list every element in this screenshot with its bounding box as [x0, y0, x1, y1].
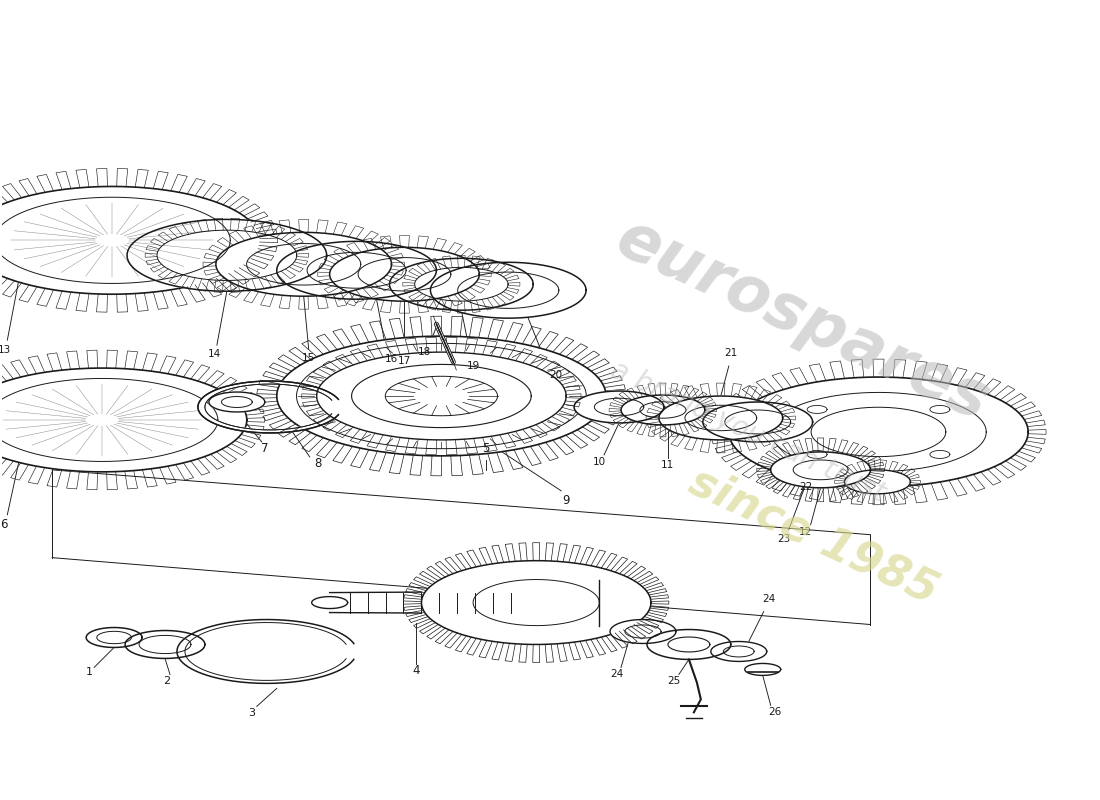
- Text: 24: 24: [610, 670, 624, 679]
- Polygon shape: [0, 186, 260, 294]
- Text: 11: 11: [661, 460, 674, 470]
- Text: 5: 5: [483, 442, 490, 455]
- Text: 20: 20: [550, 370, 563, 380]
- Text: 26: 26: [768, 707, 781, 718]
- Polygon shape: [86, 627, 142, 647]
- Polygon shape: [125, 630, 205, 658]
- Polygon shape: [128, 219, 327, 291]
- Text: 2: 2: [164, 676, 170, 686]
- Text: 24: 24: [762, 594, 776, 603]
- Text: 17: 17: [398, 356, 411, 366]
- Polygon shape: [209, 392, 265, 412]
- Text: 14: 14: [208, 349, 221, 359]
- Polygon shape: [703, 402, 813, 442]
- Text: 18: 18: [418, 347, 431, 357]
- Text: 19: 19: [466, 361, 480, 371]
- Polygon shape: [177, 619, 354, 683]
- Text: 7: 7: [261, 442, 268, 455]
- Text: 15: 15: [302, 353, 316, 363]
- Text: 23: 23: [777, 534, 790, 544]
- Text: 9: 9: [562, 494, 570, 506]
- Text: eurospares: eurospares: [607, 206, 999, 434]
- Polygon shape: [311, 597, 348, 609]
- Text: 22: 22: [799, 482, 812, 492]
- Text: since 1985: since 1985: [683, 459, 945, 613]
- Text: 21: 21: [724, 348, 737, 358]
- Polygon shape: [317, 352, 566, 440]
- Polygon shape: [621, 395, 705, 425]
- Polygon shape: [430, 262, 586, 318]
- Text: 16: 16: [385, 354, 398, 364]
- Text: a brand you can trust: a brand you can trust: [606, 356, 890, 508]
- Text: 1: 1: [86, 667, 92, 678]
- Text: 6: 6: [1, 518, 8, 530]
- Polygon shape: [277, 242, 437, 299]
- Text: 10: 10: [593, 457, 606, 467]
- Polygon shape: [198, 381, 339, 433]
- Polygon shape: [745, 663, 781, 675]
- Text: 13: 13: [0, 345, 11, 355]
- Polygon shape: [729, 377, 1028, 487]
- Polygon shape: [574, 391, 664, 423]
- Polygon shape: [711, 642, 767, 662]
- Polygon shape: [845, 470, 911, 494]
- Text: 4: 4: [412, 665, 420, 678]
- Polygon shape: [647, 630, 730, 659]
- Polygon shape: [216, 232, 392, 296]
- Text: 8: 8: [314, 457, 321, 470]
- Polygon shape: [389, 258, 534, 310]
- Polygon shape: [610, 619, 675, 643]
- Text: 3: 3: [249, 708, 255, 718]
- Polygon shape: [0, 368, 246, 472]
- Polygon shape: [421, 561, 651, 645]
- Polygon shape: [277, 336, 606, 456]
- Polygon shape: [771, 452, 870, 488]
- Polygon shape: [330, 247, 480, 302]
- Text: 25: 25: [668, 676, 681, 686]
- Polygon shape: [659, 396, 783, 440]
- Text: 12: 12: [799, 526, 812, 537]
